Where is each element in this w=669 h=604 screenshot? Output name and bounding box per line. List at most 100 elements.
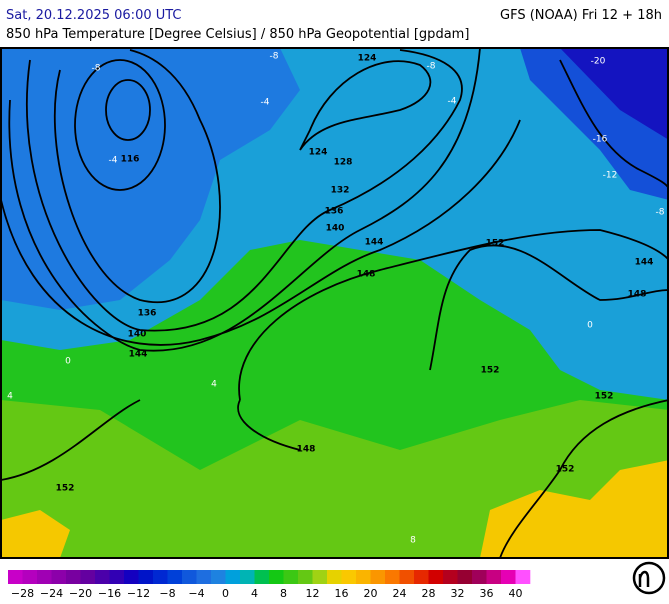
colorbar-swatch — [399, 570, 415, 584]
colorbar-label: 40 — [509, 587, 523, 600]
colorbar-swatch — [225, 570, 241, 584]
temperature-label: -8 — [427, 62, 436, 72]
geopotential-label: 128 — [334, 158, 353, 168]
colorbar-swatch — [51, 570, 67, 584]
temperature-label: 0 — [65, 357, 71, 367]
temperature-label: 4 — [211, 380, 217, 390]
run-time: Sat, 20.12.2025 06:00 UTC — [6, 8, 182, 23]
geopotential-label: 144 — [129, 350, 148, 360]
map: 124 124 128 132 136 140 144 148 152 152 152 152 152 1… — [0, 47, 669, 559]
colorbar-swatch — [138, 570, 154, 584]
geopotential-label: 140 — [128, 330, 147, 340]
geopotential-label: 148 — [297, 445, 316, 455]
colorbar-swatch — [254, 570, 270, 584]
subtitle: 850 hPa Temperature [Degree Celsius] / 8… — [6, 27, 469, 42]
colorbar-swatch — [283, 570, 299, 584]
colorbar-swatch — [414, 570, 429, 584]
warmer-area-west — [1, 510, 70, 558]
colorbar-swatch — [124, 570, 139, 584]
geopotential-label: 144 — [365, 238, 384, 248]
colorbar-swatch — [312, 570, 328, 584]
geopotential-label: 116 — [121, 155, 140, 165]
colorbar-swatch — [486, 570, 502, 584]
colorbar-label: 4 — [251, 587, 258, 600]
colorbar-swatch — [66, 570, 81, 584]
colorbar-swatch — [211, 570, 226, 584]
coldest-core — [560, 48, 668, 140]
colorbar-swatch — [443, 570, 458, 584]
geopotential-label: 136 — [138, 309, 157, 319]
temperature-label: -16 — [593, 135, 608, 145]
colorbar-swatch — [8, 570, 23, 584]
temperature-label: -8 — [92, 64, 101, 74]
colorbar: −28 −24 −20 −16 −12 −8 −4 0 4 8 12 16 20 24 28 32 36 40 — [8, 570, 531, 600]
temperature-label: 8 — [410, 536, 416, 546]
colorbar-swatch — [37, 570, 52, 584]
colorbar-label: 32 — [451, 587, 465, 600]
colorbar-swatch — [370, 570, 386, 584]
colorbar-swatch — [356, 570, 371, 584]
colorbar-label: −24 — [40, 587, 63, 600]
colorbar-label: 28 — [422, 587, 436, 600]
geopotential-label: 152 — [56, 484, 75, 494]
temperature-label: -8 — [270, 52, 279, 62]
colorbar-label: 0 — [222, 587, 229, 600]
colorbar-swatch — [457, 570, 473, 584]
temperature-label: -8 — [656, 208, 665, 218]
colorbar-swatch — [385, 570, 400, 584]
geopotential-label: 124 — [309, 148, 328, 158]
colorbar-swatch — [472, 570, 487, 584]
geopotential-label: 124 — [358, 54, 377, 64]
colorbar-swatch — [298, 570, 313, 584]
colorbar-swatch — [327, 570, 342, 584]
colorbar-swatch — [341, 570, 357, 584]
colorbar-label: 16 — [335, 587, 349, 600]
colorbar-label: −8 — [159, 587, 175, 600]
colorbar-swatch — [269, 570, 284, 584]
geopotential-label: 152 — [481, 366, 500, 376]
geopotential-label: 152 — [595, 392, 614, 402]
colorbar-swatch — [515, 570, 531, 584]
colorbar-label: −12 — [127, 587, 150, 600]
colorbar-label: −4 — [188, 587, 204, 600]
colorbar-swatch — [167, 570, 183, 584]
geopotential-label: 132 — [331, 186, 350, 196]
colorbar-swatch — [153, 570, 168, 584]
geopotential-label: 136 — [325, 207, 344, 217]
model-info: GFS (NOAA) Fri 12 + 18h — [500, 8, 662, 23]
colorbar-label: −28 — [11, 587, 34, 600]
geopotential-label: 148 — [357, 270, 376, 280]
temperature-label: 0 — [587, 321, 593, 331]
colorbar-swatch — [182, 570, 197, 584]
colorbar-swatch — [109, 570, 125, 584]
temperature-label: -20 — [591, 57, 606, 67]
temperature-label: 4 — [7, 392, 13, 402]
colorbar-swatch — [80, 570, 96, 584]
geopotential-label: 152 — [556, 465, 575, 475]
colorbar-swatch — [428, 570, 444, 584]
temperature-label: -4 — [261, 98, 270, 108]
colorbar-label: 36 — [480, 587, 494, 600]
contours — [1, 48, 668, 558]
colorbar-swatch — [95, 570, 110, 584]
geopotential-label: 148 — [628, 290, 647, 300]
warmer-area — [480, 460, 668, 558]
colorbar-swatch — [501, 570, 516, 584]
colorbar-label: 12 — [306, 587, 320, 600]
logo — [632, 561, 666, 595]
geopotential-label: 152 — [486, 239, 505, 249]
geopotential-label: 144 — [635, 258, 654, 268]
geopotential-label: 140 — [326, 224, 345, 234]
colorbar-label: −20 — [69, 587, 92, 600]
temperature-label: -4 — [448, 97, 457, 107]
colorbar-swatch — [22, 570, 38, 584]
colorbar-label: −16 — [98, 587, 121, 600]
colorbar-swatch — [196, 570, 212, 584]
temperature-label: -4 — [109, 156, 118, 166]
colorbar-label: 20 — [364, 587, 378, 600]
temperature-label: -12 — [603, 171, 618, 181]
colorbar-swatch — [240, 570, 255, 584]
colorbar-label: 8 — [280, 587, 287, 600]
colorbar-label: 24 — [393, 587, 407, 600]
